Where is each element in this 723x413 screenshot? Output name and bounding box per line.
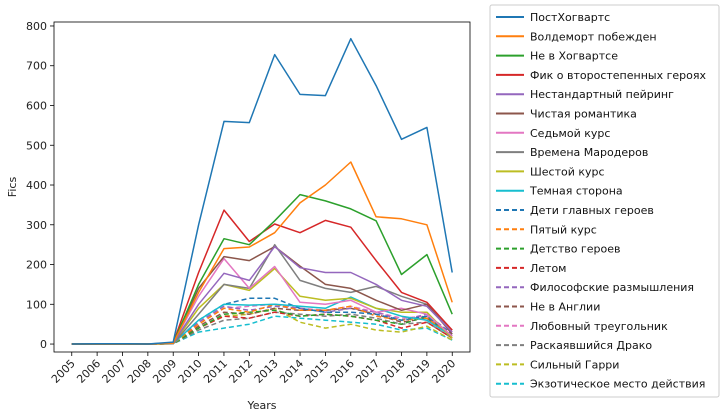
y-tick-label: 300 — [26, 219, 47, 232]
legend-label-13: Детство героев — [530, 243, 620, 256]
x-tick-label: 2020 — [429, 357, 458, 386]
y-tick-label: 700 — [26, 60, 47, 73]
legend-label-10: Темная сторона — [529, 185, 623, 198]
y-tick-label: 800 — [26, 20, 47, 33]
legend-label-17: Любовный треугольник — [530, 320, 668, 333]
plot-area — [71, 37, 453, 345]
legend-label-16: Не в Англии — [530, 301, 600, 314]
series-line-1 — [71, 37, 453, 345]
plot-frame — [53, 21, 471, 353]
x-tick-label: 2012 — [226, 357, 255, 386]
series-line-11 — [71, 297, 453, 345]
x-tick-label: 2006 — [74, 357, 103, 386]
x-tick-label: 2010 — [176, 357, 205, 386]
y-tick-label: 100 — [26, 298, 47, 311]
y-tick-label: 400 — [26, 179, 47, 192]
x-tick-label: 2007 — [100, 357, 129, 386]
y-tick-label: 500 — [26, 139, 47, 152]
x-axis-title: Years — [246, 399, 276, 412]
legend-label-20: Экзотическое место действия — [530, 378, 705, 391]
x-tick-label: 2009 — [150, 357, 179, 386]
series-line-18 — [71, 311, 453, 345]
legend-label-12: Пятый курс — [530, 223, 597, 236]
series-line-12 — [71, 303, 453, 345]
legend-label-7: Седьмой курс — [530, 127, 610, 140]
legend-label-8: Времена Мародеров — [530, 146, 648, 159]
legend-label-2: Волдеморт побежден — [530, 30, 657, 43]
x-tick-label: 2013 — [252, 357, 281, 386]
legend-label-18: Раскаявшийся Драко — [530, 339, 652, 352]
legend-label-15: Философские размышления — [530, 281, 694, 294]
y-tick-label: 600 — [26, 99, 47, 112]
series-line-19 — [71, 307, 453, 345]
x-tick-label: 2011 — [201, 357, 230, 386]
series-line-20 — [71, 315, 453, 345]
series-line-9 — [71, 267, 453, 345]
series-line-3 — [71, 193, 453, 345]
series-line-17 — [71, 303, 453, 345]
x-tick-label: 2008 — [125, 357, 154, 386]
legend-label-3: Не в Хогвартсе — [530, 50, 618, 63]
y-tick-label: 200 — [26, 259, 47, 272]
legend: ПостХогвартс Волдеморт побежден Не в Хогва… — [489, 4, 720, 398]
x-tick-label: 2014 — [277, 357, 306, 386]
legend-label-11: Дети главных героев — [530, 204, 654, 217]
x-tick-label: 2019 — [404, 357, 433, 386]
x-tick-label: 2015 — [303, 357, 332, 386]
legend-label-4: Фик о второстепенных героях — [530, 69, 706, 82]
legend-label-5: Нестандартный пейринг — [530, 88, 674, 101]
legend-box — [489, 4, 720, 398]
legend-label-19: Сильный Гарри — [530, 358, 619, 371]
x-tick-label: 2016 — [328, 357, 357, 386]
y-tick-label: 0 — [40, 338, 47, 351]
legend-label-14: Летом — [530, 262, 566, 275]
x-tick-label: 2017 — [353, 357, 382, 386]
legend-label-6: Чистая романтика — [530, 108, 637, 121]
legend-label-9: Шестой курс — [530, 165, 605, 178]
x-tick-label: 2018 — [379, 357, 408, 386]
legend-label-1: ПостХогвартс — [530, 11, 610, 24]
x-tick-label: 2005 — [49, 357, 78, 386]
y-axis-title: Fics — [6, 177, 19, 198]
